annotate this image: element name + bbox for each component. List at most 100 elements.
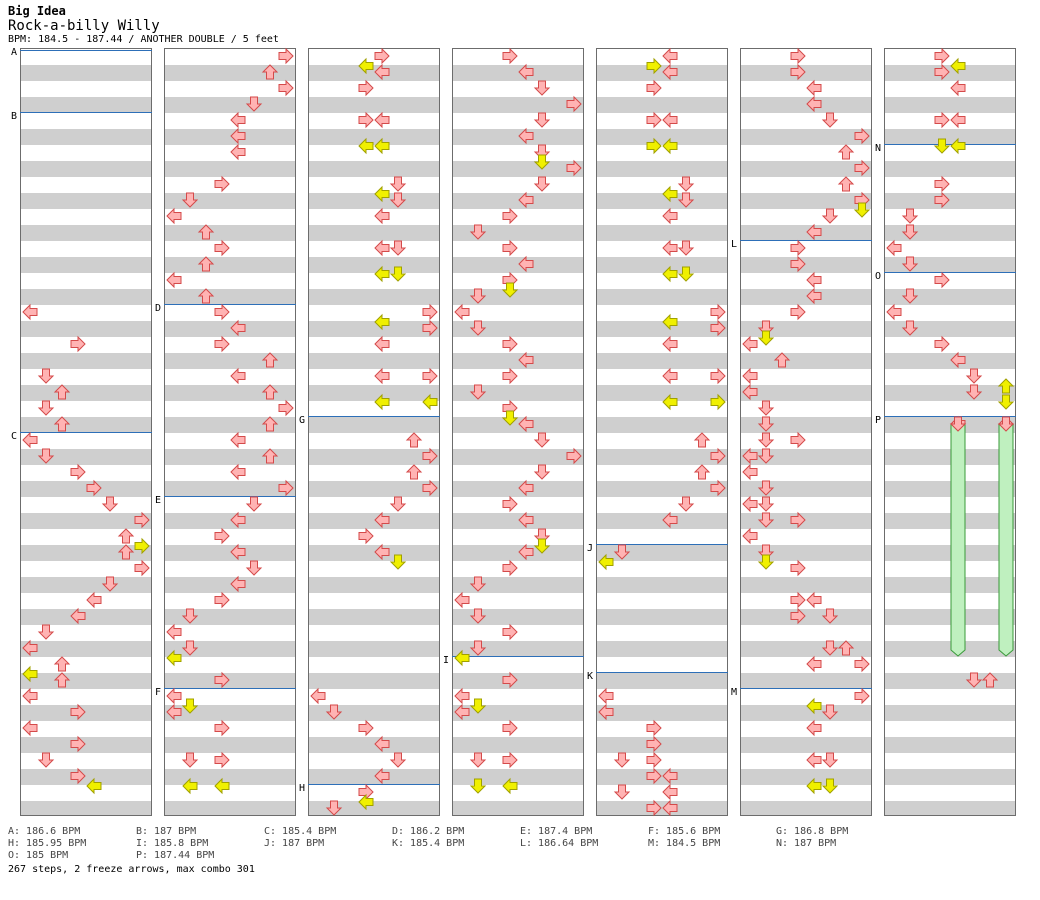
chart-column-4 xyxy=(452,48,584,816)
step-arrow-115 xyxy=(389,752,407,768)
step-arrow-120 xyxy=(502,47,518,65)
marker-line-p xyxy=(884,416,1016,417)
step-arrow-57 xyxy=(278,479,294,497)
offbeat-arrow-179 xyxy=(662,137,678,155)
marker-e: E xyxy=(155,495,162,506)
step-arrow-259 xyxy=(821,608,839,624)
step-arrow-160 xyxy=(502,623,518,641)
offbeat-arrow-295 xyxy=(997,394,1015,410)
step-arrow-262 xyxy=(806,655,822,673)
offbeat-arrow-154 xyxy=(533,538,551,554)
offbeat-arrow-30 xyxy=(86,777,102,795)
step-arrow-293 xyxy=(965,384,983,400)
step-arrow-233 xyxy=(790,303,806,321)
bpm-legend-o: O: 185 BPM xyxy=(8,850,69,861)
marker-line-j xyxy=(596,544,728,545)
step-arrow-261 xyxy=(837,640,855,656)
marker-line-i xyxy=(452,656,584,657)
step-arrow-286 xyxy=(934,271,950,289)
step-arrow-99 xyxy=(422,367,438,385)
step-arrow-freeze-head-2 xyxy=(997,416,1015,432)
step-arrow-141 xyxy=(518,351,534,369)
marker-line-m xyxy=(740,688,872,689)
step-arrow-199 xyxy=(710,479,726,497)
step-arrow-12 xyxy=(117,528,135,544)
offbeat-arrow-203 xyxy=(598,553,614,571)
step-arrow-246 xyxy=(742,463,758,481)
step-arrow-227 xyxy=(821,208,839,224)
step-arrow-185 xyxy=(677,240,695,256)
step-arrow-290 xyxy=(934,335,950,353)
step-arrow-267 xyxy=(806,719,822,737)
step-arrow-38 xyxy=(214,175,230,193)
step-arrow-88 xyxy=(389,192,407,208)
offbeat-arrow-84 xyxy=(358,137,374,155)
step-arrow-276 xyxy=(934,111,950,129)
marker-b: B xyxy=(11,111,18,122)
step-arrow-23 xyxy=(53,672,71,688)
step-arrow-0 xyxy=(22,303,38,321)
offbeat-arrow-173 xyxy=(646,57,662,75)
marker-line-e xyxy=(164,496,296,497)
step-arrow-212 xyxy=(662,783,678,801)
step-arrow-128 xyxy=(566,159,582,177)
step-arrow-231 xyxy=(806,271,822,289)
step-arrow-69 xyxy=(214,671,230,689)
step-arrow-56 xyxy=(230,463,246,481)
step-arrow-15 xyxy=(134,559,150,577)
step-arrow-105 xyxy=(422,479,438,497)
offbeat-arrow-92 xyxy=(374,265,390,283)
step-arrow-10 xyxy=(101,496,119,512)
step-arrow-104 xyxy=(405,464,423,480)
step-arrow-204 xyxy=(598,687,614,705)
step-arrow-250 xyxy=(757,512,775,528)
step-arrow-61 xyxy=(230,543,246,561)
step-arrow-72 xyxy=(166,703,182,721)
step-arrow-116 xyxy=(374,767,390,785)
marker-i: I xyxy=(443,655,450,666)
step-arrow-224 xyxy=(837,176,855,192)
offbeat-arrow-178 xyxy=(646,137,662,155)
step-arrow-107 xyxy=(374,511,390,529)
step-arrow-283 xyxy=(901,224,919,240)
marker-l: L xyxy=(731,239,738,250)
offbeat-arrow-278 xyxy=(933,138,951,154)
step-arrow-54 xyxy=(230,431,246,449)
step-arrow-222 xyxy=(837,144,855,160)
step-arrow-168 xyxy=(469,752,487,768)
step-arrow-129 xyxy=(533,176,551,192)
step-arrow-21 xyxy=(53,656,71,672)
chart-column-7 xyxy=(884,48,1016,816)
bpm-legend-d: D: 186.2 BPM xyxy=(392,826,465,837)
step-arrow-47 xyxy=(230,319,246,337)
marker-d: D xyxy=(155,303,162,314)
step-arrow-96 xyxy=(422,319,438,337)
step-arrow-220 xyxy=(821,112,839,128)
step-arrow-169 xyxy=(502,751,518,769)
step-arrow-281 xyxy=(934,191,950,209)
step-arrow-177 xyxy=(662,111,678,129)
step-arrow-73 xyxy=(214,719,230,737)
step-arrow-114 xyxy=(374,735,390,753)
offbeat-arrow-279 xyxy=(950,137,966,155)
step-arrow-81 xyxy=(358,79,374,97)
step-arrow-24 xyxy=(22,687,38,705)
offbeat-arrow-110 xyxy=(389,554,407,570)
offbeat-arrow-87 xyxy=(374,185,390,203)
step-arrow-238 xyxy=(742,367,758,385)
step-arrow-7 xyxy=(37,448,55,464)
step-arrow-288 xyxy=(886,303,902,321)
offbeat-arrow-127 xyxy=(533,154,551,170)
marker-a: A xyxy=(11,47,18,58)
step-arrow-111 xyxy=(310,687,326,705)
step-arrow-272 xyxy=(934,47,950,65)
step-arrow-202 xyxy=(613,544,631,560)
step-arrow-31 xyxy=(278,47,294,65)
step-arrow-1 xyxy=(70,335,86,353)
step-arrow-113 xyxy=(358,719,374,737)
step-arrow-60 xyxy=(214,527,230,545)
step-arrow-256 xyxy=(790,591,806,609)
bpm-summary: BPM: 184.5 - 187.44 / ANOTHER DOUBLE / 5… xyxy=(8,34,279,45)
bpm-legend-k: K: 185.4 BPM xyxy=(392,838,465,849)
